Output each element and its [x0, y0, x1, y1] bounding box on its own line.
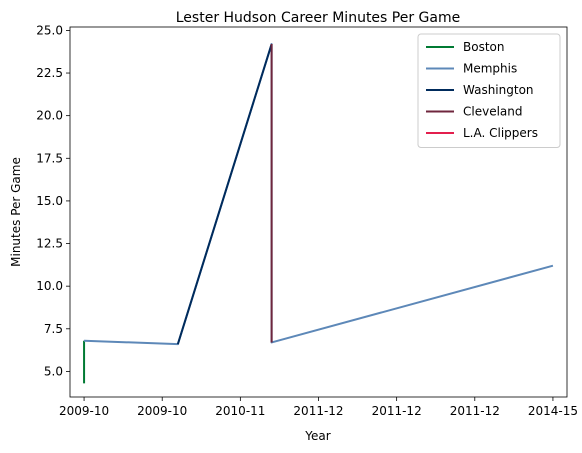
legend-label: Boston	[463, 40, 504, 54]
y-tick-label: 5.0	[44, 364, 63, 378]
x-tick-label: 2014-15	[528, 404, 578, 418]
legend-label: L.A. Clippers	[463, 126, 538, 140]
legend: Boston Memphis Washington Cleveland L.A. Cli…	[417, 33, 561, 148]
legend-label: Memphis	[463, 62, 517, 76]
x-tick-label: 2011-12	[450, 404, 500, 418]
legend-label: Cleveland	[463, 105, 523, 119]
y-tick-label: 22.5	[36, 66, 63, 80]
y-tick-label: 15.0	[36, 194, 63, 208]
series-line-washington	[176, 43, 273, 345]
chart-title: Lester Hudson Career Minutes Per Game	[176, 10, 460, 26]
y-tick-label: 7.5	[44, 322, 63, 336]
x-axis-title: Year	[304, 429, 330, 443]
y-tick-label: 12.5	[36, 237, 63, 251]
x-axis: 2009-10 2009-10 2010-11 2011-12 2011-12 2011-…	[59, 397, 578, 418]
x-tick-label: 2011-12	[372, 404, 422, 418]
x-tick-label: 2009-10	[59, 404, 109, 418]
series-layer	[83, 43, 554, 384]
y-axis: 5.0 7.5 10.0 12.5 15.0 17.5 20.0 22.5 25.0	[36, 23, 70, 378]
y-tick-label: 17.5	[36, 151, 63, 165]
y-axis-title: Minutes Per Game	[9, 157, 23, 267]
y-tick-label: 25.0	[36, 23, 63, 37]
x-tick-label: 2011-12	[293, 404, 343, 418]
legend-box	[417, 33, 561, 148]
x-tick-label: 2009-10	[137, 404, 187, 418]
x-tick-label: 2010-11	[215, 404, 265, 418]
y-tick-label: 20.0	[36, 109, 63, 123]
y-tick-label: 10.0	[36, 279, 63, 293]
legend-label: Washington	[463, 83, 534, 97]
